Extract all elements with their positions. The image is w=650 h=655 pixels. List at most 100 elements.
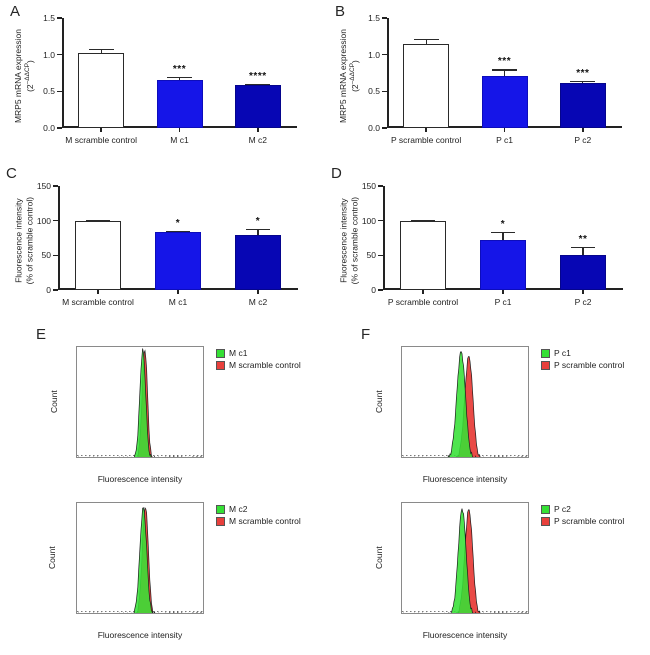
legend-label: M scramble control bbox=[229, 360, 301, 370]
y-axis-label-group: MRP5 mRNA expression (2–ΔΔCP) bbox=[338, 6, 360, 146]
y-axis-tick bbox=[53, 289, 58, 291]
y-axis-tick bbox=[57, 127, 62, 129]
flow-plot-area: 05010010-1100101102103 bbox=[401, 502, 529, 614]
legend-item: P c1 bbox=[541, 348, 624, 358]
y-axis-tick-label: 150 bbox=[36, 181, 51, 191]
flow-peak-sample bbox=[403, 351, 527, 457]
y-axis-line bbox=[58, 186, 60, 290]
bar-3 bbox=[234, 85, 281, 128]
error-bar bbox=[178, 76, 181, 81]
y-axis-tick bbox=[378, 219, 383, 222]
y-axis-tick-label: 150 bbox=[361, 181, 376, 191]
bar-2 bbox=[156, 80, 203, 128]
bar-1 bbox=[403, 44, 450, 128]
legend: P c2 P scramble control bbox=[541, 504, 624, 528]
y-axis-subtitle: (2–ΔΔCP) bbox=[348, 60, 360, 92]
flow-peak-sample bbox=[78, 348, 202, 457]
x-axis-tick bbox=[177, 290, 179, 294]
legend-item: P scramble control bbox=[541, 516, 624, 526]
error-bar-cap bbox=[88, 48, 114, 51]
legend: M c1 M scramble control bbox=[216, 348, 301, 372]
legend-item: P scramble control bbox=[541, 360, 624, 370]
flow-y-axis-title: Count bbox=[47, 546, 57, 569]
significance-marker: * bbox=[255, 215, 261, 227]
y-axis-tick-label: 0.0 bbox=[368, 123, 380, 133]
x-axis-tick bbox=[425, 128, 427, 132]
flow-y-axis-title: Count bbox=[374, 390, 384, 413]
y-axis-tick bbox=[57, 17, 62, 19]
legend: M c2 M scramble control bbox=[216, 504, 301, 528]
bar-3 bbox=[560, 255, 606, 290]
x-axis-tick bbox=[257, 290, 259, 294]
legend-label: P c2 bbox=[554, 504, 571, 514]
x-axis-tick bbox=[582, 128, 584, 132]
panel-letter-e: E bbox=[36, 326, 47, 343]
y-axis-tick bbox=[378, 289, 383, 291]
x-axis-category-label: M c2 bbox=[248, 297, 268, 307]
y-axis-tick-label: 100 bbox=[36, 215, 51, 226]
error-bar-cap bbox=[165, 231, 191, 233]
y-axis-line bbox=[383, 186, 385, 290]
flow-y-axis-title: Count bbox=[374, 546, 384, 569]
y-axis-tick bbox=[53, 185, 58, 187]
error-bar bbox=[425, 38, 427, 45]
plot-area: 0.0 0.5 1.0 1.5 M scramble control M c1 *** M c… bbox=[43, 13, 297, 145]
x-axis-category-label: P c2 bbox=[574, 135, 592, 145]
error-bar-cap bbox=[490, 231, 516, 234]
bar-2 bbox=[155, 232, 201, 290]
legend-color-swatch bbox=[541, 516, 550, 526]
y-axis-tick bbox=[378, 185, 383, 187]
y-axis-tick-label: 1.5 bbox=[368, 13, 380, 23]
significance-marker: *** bbox=[497, 56, 512, 68]
panel-e2: 05010015020025010-1100101102103 Fluoresce… bbox=[0, 490, 325, 655]
flow-plot-area: 010020030010-1100101102103 bbox=[76, 346, 204, 458]
legend-label: M scramble control bbox=[229, 516, 301, 526]
legend-label: M c1 bbox=[229, 348, 248, 358]
y-axis-tick-label: 0 bbox=[46, 285, 51, 295]
error-bar-cap bbox=[413, 38, 439, 40]
y-axis-tick bbox=[53, 254, 58, 257]
y-axis-line bbox=[62, 18, 64, 128]
significance-marker: **** bbox=[249, 71, 267, 82]
x-axis-tick bbox=[178, 128, 181, 132]
legend-item: M c1 bbox=[216, 348, 301, 358]
y-axis-tick-label: 0.5 bbox=[368, 86, 380, 97]
y-axis-tick bbox=[382, 17, 387, 19]
bar-3 bbox=[235, 235, 281, 290]
y-axis-tick-label: 100 bbox=[361, 215, 376, 226]
y-axis-title: MRP5 mRNA expression bbox=[12, 29, 23, 124]
legend-color-swatch bbox=[216, 348, 225, 358]
y-axis-tick-label: 1.5 bbox=[43, 13, 55, 23]
error-bar bbox=[502, 231, 504, 241]
y-axis-tick bbox=[57, 90, 62, 93]
significance-marker: * bbox=[175, 218, 181, 230]
bar-1 bbox=[78, 53, 125, 128]
panel-b: B 0.0 0.5 1.0 1.5 P scramble control P c1 *** P… bbox=[325, 0, 650, 160]
x-axis-tick bbox=[100, 128, 102, 132]
y-axis-line bbox=[387, 18, 389, 128]
legend-color-swatch bbox=[541, 504, 550, 514]
y-axis-tick-label: 50 bbox=[41, 250, 51, 261]
flow-x-axis-title: Fluorescence intensity bbox=[422, 474, 508, 484]
panel-letter-b: B bbox=[335, 3, 346, 20]
panel-letter-d: D bbox=[331, 165, 343, 182]
error-bar bbox=[257, 228, 259, 236]
error-bar-cap bbox=[570, 81, 596, 83]
x-axis-category-label: M c1 bbox=[168, 297, 188, 307]
x-axis-category-label: M scramble control bbox=[65, 135, 138, 145]
x-axis-category-label: M scramble control bbox=[62, 297, 134, 307]
x-axis-category-label: P c1 bbox=[494, 297, 512, 307]
bar-2 bbox=[481, 75, 528, 128]
error-bar-cap bbox=[167, 76, 192, 78]
x-axis-category-label: P scramble control bbox=[391, 135, 462, 145]
flow-peak-control bbox=[403, 356, 527, 457]
y-axis-tick-label: 0.5 bbox=[43, 86, 55, 97]
legend-item: M scramble control bbox=[216, 516, 301, 526]
y-axis-tick-label: 0.0 bbox=[43, 123, 55, 133]
y-axis-tick bbox=[382, 90, 387, 93]
y-axis-tick-label: 1.0 bbox=[368, 49, 380, 60]
panel-d: D 0 50 100 150 P scramble control P c1 * P c2 **… bbox=[325, 162, 650, 322]
x-axis-tick bbox=[97, 290, 99, 294]
flow-peak-control bbox=[403, 509, 527, 613]
